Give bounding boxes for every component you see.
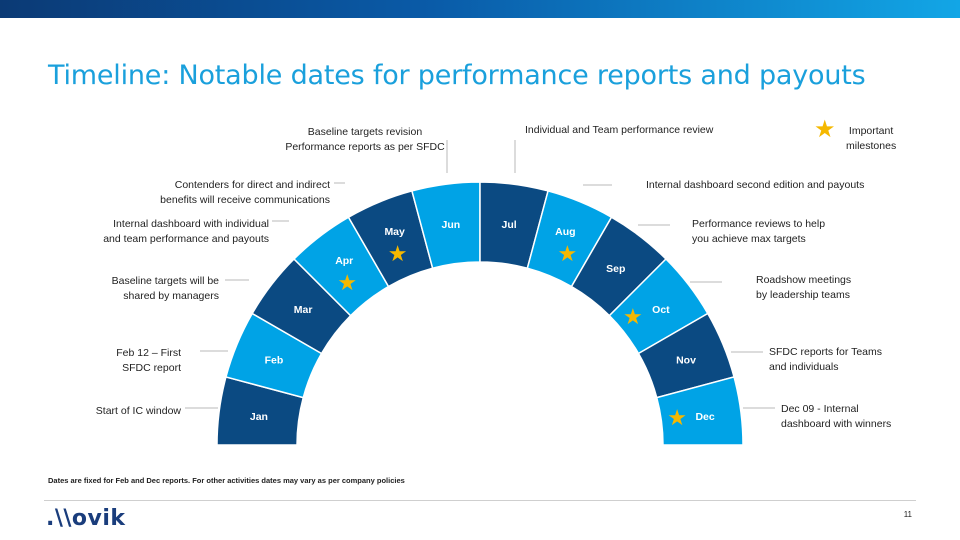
company-logo: .\\ovik — [46, 506, 126, 531]
month-label-mar: Mar — [294, 304, 313, 316]
month-label-oct: Oct — [652, 304, 670, 316]
event-oct-label: Roadshow meetings by leadership teams — [756, 274, 852, 301]
event-sep-label: Performance reviews to help you achieve … — [692, 218, 826, 245]
month-segment-dec — [655, 376, 744, 446]
page-number: 11 — [903, 510, 912, 519]
event-nov-label: SFDC reports for Teams and individuals — [769, 346, 883, 373]
month-label-dec: Dec — [695, 411, 714, 423]
month-label-apr: Apr — [335, 255, 353, 267]
star-icon: ★ — [388, 242, 408, 267]
footnote: Dates are fixed for Feb and Dec reports.… — [48, 476, 405, 485]
star-icon: ★ — [557, 242, 577, 267]
event-apr-label: Internal dashboard with individual and t… — [103, 218, 269, 245]
event-dec-label: Dec 09 - Internal dashboard with winners — [781, 403, 892, 430]
star-icon: ★ — [667, 406, 687, 431]
event-aug-label: Internal dashboard second edition and pa… — [646, 179, 865, 191]
star-icon: ★ — [337, 271, 357, 296]
month-label-jan: Jan — [250, 411, 268, 423]
month-label-jul: Jul — [502, 219, 517, 231]
event-jun-label: Baseline targets revision Performance re… — [285, 126, 445, 153]
event-mar-label: Baseline targets will be shared by manag… — [111, 275, 219, 302]
star-icon: ★ — [623, 305, 643, 330]
event-may-label: Contenders for direct and indirect benef… — [160, 179, 330, 206]
month-label-aug: Aug — [555, 226, 575, 238]
month-label-nov: Nov — [676, 355, 696, 367]
month-label-sep: Sep — [606, 263, 625, 275]
month-label-feb: Feb — [265, 355, 284, 367]
top-banner — [0, 0, 960, 18]
event-jan-label: Start of IC window — [95, 405, 181, 417]
footer-divider — [44, 500, 916, 501]
month-label-jun: Jun — [442, 219, 461, 231]
event-jul-label: Individual and Team performance review — [525, 124, 714, 136]
star-icon: ★ — [814, 116, 836, 143]
event-feb-label: Feb 12 – First SFDC report — [116, 347, 181, 374]
month-label-may: May — [384, 226, 405, 238]
slide-title: Timeline: Notable dates for performance … — [48, 60, 866, 91]
legend-label: Important milestones — [846, 125, 897, 152]
